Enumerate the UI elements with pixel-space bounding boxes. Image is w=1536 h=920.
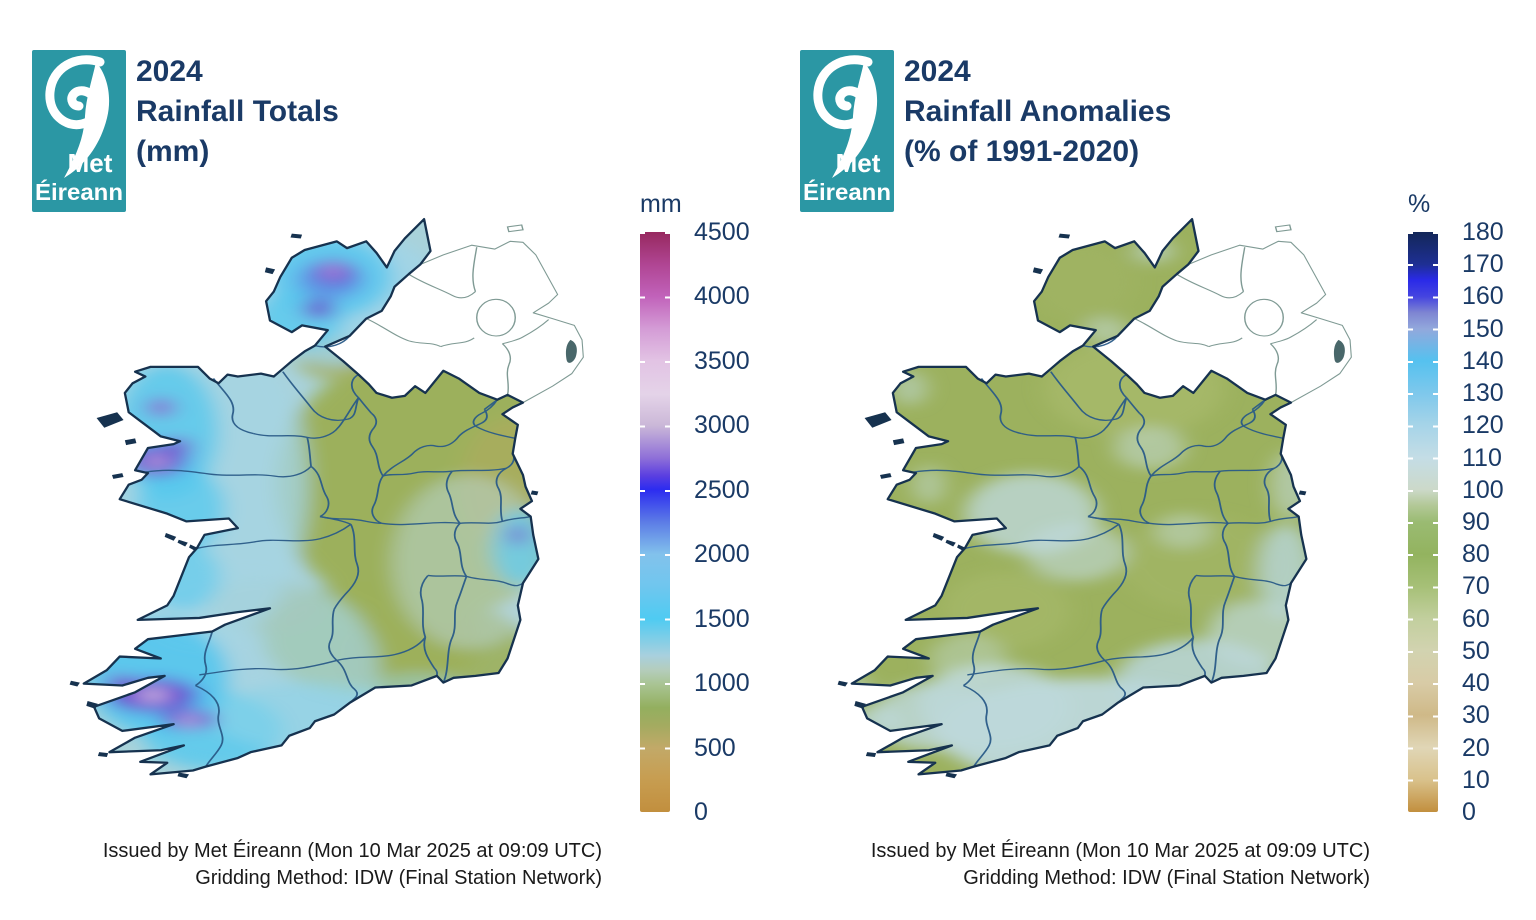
county-borders bbox=[913, 335, 1299, 767]
title-line-name: Rainfall Anomalies bbox=[904, 95, 1172, 128]
colorbar-tick-label: 180 bbox=[1462, 218, 1504, 246]
colorbar-tick-label: 120 bbox=[1462, 411, 1504, 440]
northern-ireland-county-borders bbox=[1133, 224, 1318, 395]
colorbar bbox=[640, 232, 670, 812]
colorbar-tick-label: 3500 bbox=[694, 346, 750, 375]
map-title: 2024 Rainfall Anomalies (% of 1991-2020) bbox=[904, 52, 1171, 172]
colorbar-unit-label: % bbox=[1408, 190, 1431, 218]
colorbar-tick-label: 3000 bbox=[694, 411, 750, 440]
colorbar-tick-label: 10 bbox=[1462, 765, 1490, 794]
met-eireann-logo-graphic: Met Éireann bbox=[800, 50, 894, 212]
logo-text-eireann: Éireann bbox=[35, 178, 123, 205]
logo-text-eireann: Éireann bbox=[803, 178, 891, 205]
caption-issued-line: Issued by Met Éireann (Mon 10 Mar 2025 a… bbox=[870, 840, 1370, 862]
colorbar-tick-label: 1000 bbox=[694, 669, 750, 698]
ireland-map-rainfall-anomalies bbox=[813, 195, 1359, 813]
offshore-islands bbox=[69, 233, 539, 779]
met-eireann-logo: Met Éireann bbox=[800, 50, 894, 212]
county-borders bbox=[145, 335, 531, 767]
offshore-islands bbox=[837, 233, 1307, 779]
colorbar-tick-marks-right bbox=[665, 232, 670, 812]
colorbar-tick-label: 170 bbox=[1462, 250, 1504, 279]
met-eireann-logo-graphic: Met Éireann bbox=[32, 50, 126, 212]
colorbar bbox=[1408, 232, 1438, 812]
colorbar-tick-label: 140 bbox=[1462, 346, 1504, 375]
colorbar-tick-label: 130 bbox=[1462, 379, 1504, 408]
met-eireann-logo: Met Éireann bbox=[32, 50, 126, 212]
caption-gridding-line: Gridding Method: IDW (Final Station Netw… bbox=[195, 867, 602, 889]
colorbar-tick-label: 0 bbox=[694, 797, 708, 826]
colorbar-tick-label: 30 bbox=[1462, 701, 1490, 730]
hurricane-spiral-icon bbox=[45, 55, 110, 178]
colorbar-tick-label: 20 bbox=[1462, 733, 1490, 762]
issuance-caption: Issued by Met Éireann (Mon 10 Mar 2025 a… bbox=[103, 838, 602, 892]
ireland-map-svg bbox=[69, 195, 591, 779]
logo-text-met: Met bbox=[836, 148, 881, 178]
caption-gridding-line: Gridding Method: IDW (Final Station Netw… bbox=[963, 867, 1370, 889]
title-line-name: Rainfall Totals bbox=[136, 95, 339, 128]
colorbar-tick-label: 1500 bbox=[694, 604, 750, 633]
colorbar-tick-label: 2500 bbox=[694, 475, 750, 504]
panel-rainfall-totals: Met Éireann 2024 Rainfall Totals (mm) bbox=[32, 50, 750, 892]
colorbar-tick-label: 80 bbox=[1462, 540, 1490, 569]
colorbar-tick-label: 40 bbox=[1462, 669, 1490, 698]
logo-text-met: Met bbox=[68, 148, 113, 178]
colorbar-tick-label: 2000 bbox=[694, 540, 750, 569]
caption-issued-line: Issued by Met Éireann (Mon 10 Mar 2025 a… bbox=[102, 840, 602, 862]
colorbar-tick-label: 100 bbox=[1462, 475, 1504, 504]
colorbar-tick-marks-left bbox=[640, 232, 645, 812]
hurricane-spiral-icon bbox=[813, 55, 878, 178]
colorbar-tick-marks-left bbox=[1408, 232, 1413, 812]
logo-background bbox=[800, 50, 894, 212]
republic-coastline bbox=[84, 219, 539, 774]
title-line-year: 2024 bbox=[136, 55, 203, 88]
strangford-lough bbox=[1333, 339, 1345, 363]
colorbar-unit-label: mm bbox=[640, 190, 682, 218]
map-title: 2024 Rainfall Totals (mm) bbox=[136, 52, 339, 172]
ireland-map-svg bbox=[837, 195, 1359, 779]
title-line-year: 2024 bbox=[904, 55, 971, 88]
title-line-unit: (mm) bbox=[136, 135, 210, 168]
colorbar-tick-label: 150 bbox=[1462, 314, 1504, 343]
colorbar-tick-labels: 180 170 160 150 140 130 120 110 100 90 80 70 60 50 40 3… bbox=[1462, 218, 1504, 826]
issuance-caption: Issued by Met Éireann (Mon 10 Mar 2025 a… bbox=[871, 838, 1370, 892]
panel-rainfall-anomalies: Met Éireann 2024 Rainfall Anomalies (% o… bbox=[768, 0, 1536, 920]
colorbar-tick-label: 160 bbox=[1462, 282, 1504, 311]
northern-ireland-county-borders bbox=[365, 224, 550, 395]
logo-background bbox=[32, 50, 126, 212]
republic-coastline bbox=[852, 219, 1307, 774]
colorbar-tick-label: 60 bbox=[1462, 604, 1490, 633]
colorbar-tick-labels: 4500 4000 3500 3000 2500 2000 1500 1000 500 0 bbox=[694, 218, 750, 826]
colorbar-tick-label: 110 bbox=[1462, 443, 1502, 472]
colorbar-tick-label: 70 bbox=[1462, 572, 1490, 601]
colorbar-tick-label: 50 bbox=[1462, 636, 1490, 665]
strangford-lough bbox=[565, 339, 577, 363]
colorbar-tick-label: 4500 bbox=[694, 218, 750, 246]
title-line-unit: (% of 1991-2020) bbox=[904, 135, 1140, 168]
colorbar-tick-label: 500 bbox=[694, 733, 736, 762]
ireland-map-rainfall-totals bbox=[45, 195, 591, 813]
colorbar-tick-label: 4000 bbox=[694, 282, 750, 311]
colorbar-tick-label: 0 bbox=[1462, 797, 1476, 826]
colorbar-tick-label: 90 bbox=[1462, 507, 1490, 536]
colorbar-tick-marks-right bbox=[1433, 232, 1438, 812]
